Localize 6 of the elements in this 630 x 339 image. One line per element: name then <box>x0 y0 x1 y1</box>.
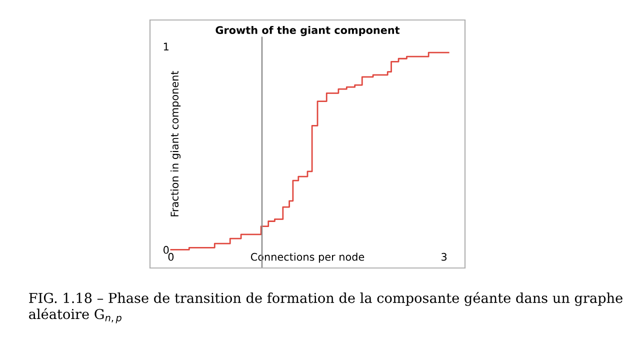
y-axis-title: Fraction in giant component <box>170 70 181 216</box>
text: Growth of the giant component <box>216 26 400 36</box>
x-axis-title: Connections per node <box>250 252 364 263</box>
caption: FIG. 1.18 – Phase de transition de formation de la composante géante dans un graphe aléatoire G$_{n,p}$ <box>29 292 622 324</box>
x-tick-label: 3 <box>442 252 447 261</box>
y-tick-label: 1 <box>164 42 168 50</box>
